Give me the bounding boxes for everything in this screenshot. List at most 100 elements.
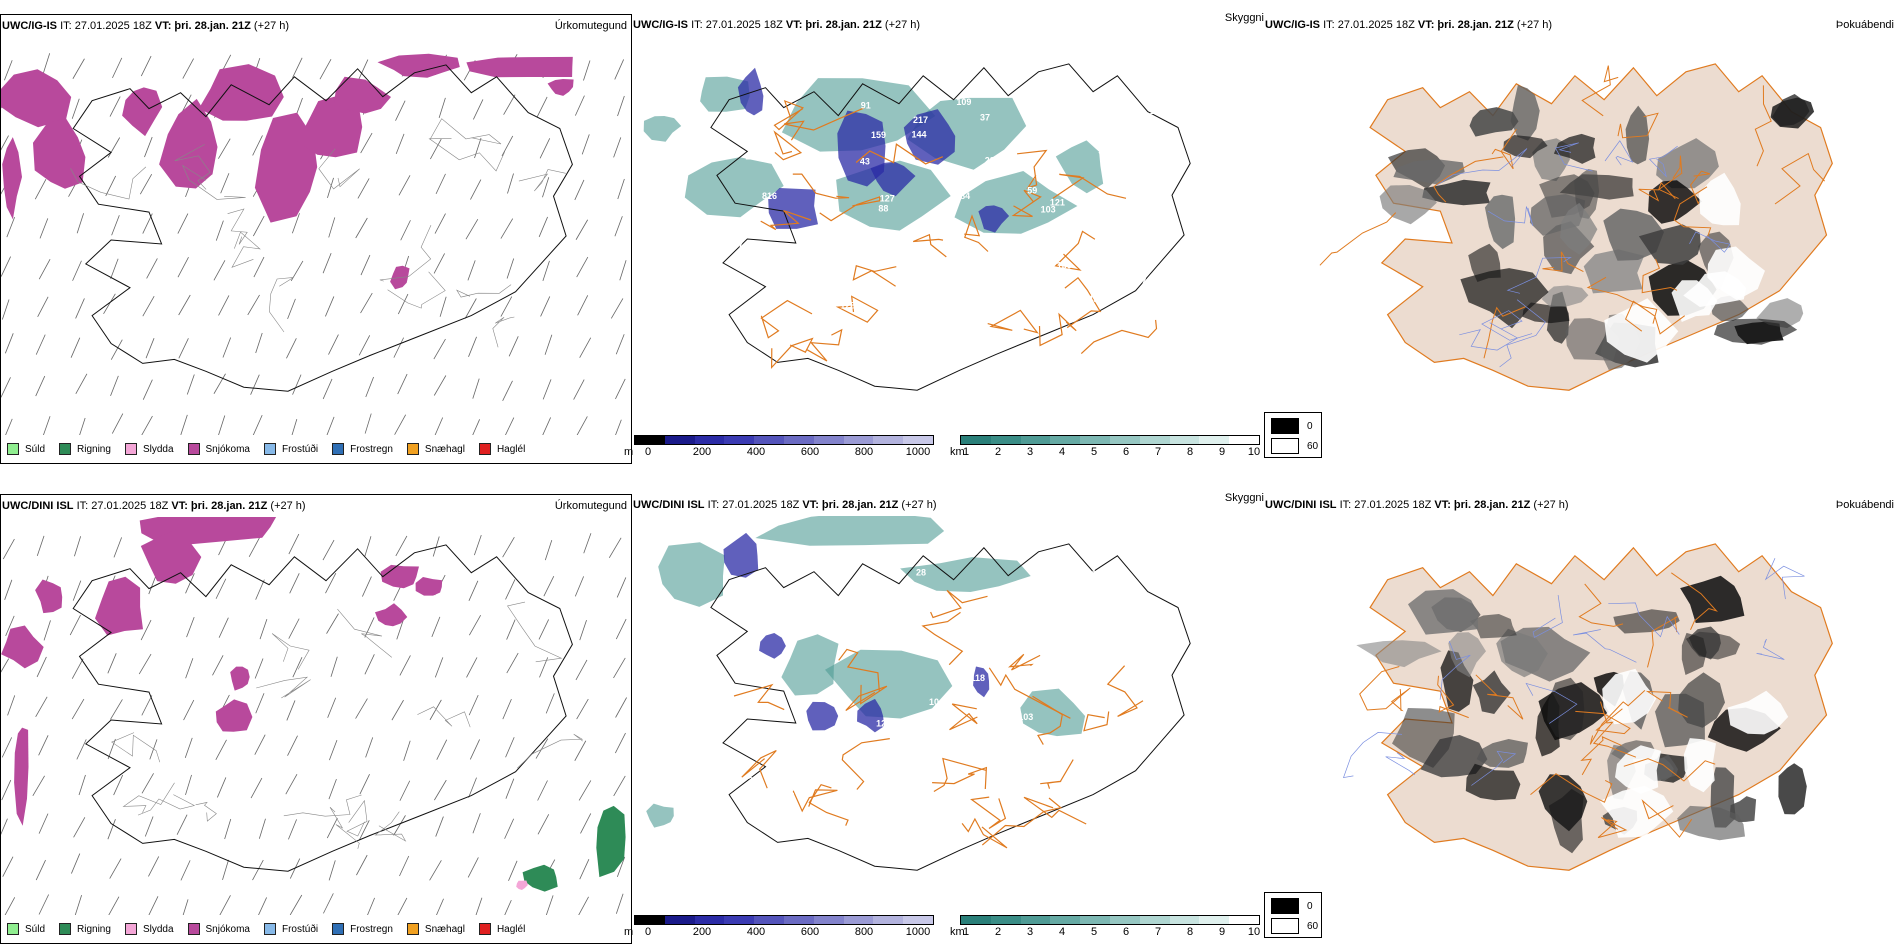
road-line <box>1106 665 1144 717</box>
legend-swatch <box>7 923 19 935</box>
wind-barb <box>438 97 446 118</box>
wind-barb <box>107 137 121 158</box>
wind-barb <box>576 256 589 278</box>
rain-area <box>596 805 626 878</box>
model-name: UWC/IG-IS <box>2 20 57 32</box>
ceiling-value-label: 130 <box>1057 261 1072 271</box>
wind-barb <box>469 614 482 636</box>
colorbar-tick-label: 5 <box>1090 926 1098 938</box>
valid-time-label: VT: <box>785 19 803 31</box>
wind-barb <box>286 338 297 359</box>
snow-area <box>159 98 218 189</box>
ceiling-value-label: 81 <box>936 258 946 268</box>
panel-field-title: Þokuábendi <box>1835 499 1894 511</box>
colorbar-tick-label: 6 <box>1122 926 1130 938</box>
wind-barb <box>434 657 444 678</box>
road-line <box>1756 638 1785 660</box>
road-line <box>1608 602 1680 638</box>
legend-swatch <box>263 443 276 455</box>
colorbar-tick-label: 600 <box>800 446 820 458</box>
fog-index-area <box>1393 159 1465 185</box>
fog-panel-row1: UWC/IG-IS IT: 27.01.2025 18Z VT: þri. 28… <box>1264 14 1900 464</box>
legend-item: Snæhagl <box>406 923 465 935</box>
wind-barb <box>252 135 263 156</box>
colorbar-ticks: 0 200 400 600 800 1000 <box>634 925 934 939</box>
wind-barb <box>615 697 627 718</box>
colorbar-tick-label: 1000 <box>905 926 931 938</box>
legend-label: Súld <box>25 443 46 455</box>
iceland-fog-map <box>1342 543 1833 871</box>
road-line <box>1581 65 1619 117</box>
road-line <box>329 806 360 849</box>
colorbar-tick-label: 4 <box>1058 926 1066 938</box>
wind-barb <box>539 138 551 159</box>
road-line <box>1475 674 1524 720</box>
fog-index-area <box>1440 650 1474 712</box>
wind-barb <box>614 216 623 237</box>
wind-barb <box>110 339 123 360</box>
wind-barb <box>140 55 152 77</box>
snow-area <box>2 137 22 220</box>
wind-barb <box>107 819 116 840</box>
ceiling-value-label: 28 <box>916 568 926 578</box>
wind-barb <box>322 253 332 274</box>
fog-index-area <box>1680 575 1745 623</box>
wind-barb <box>433 375 447 396</box>
init-time: IT: 27.01.2025 18Z <box>60 20 152 32</box>
wind-barb <box>255 579 265 600</box>
fog-index-area <box>1522 302 1570 324</box>
wind-barb <box>148 573 157 595</box>
road-line <box>1554 142 1593 172</box>
road-line <box>1617 112 1659 139</box>
colorbar-tick-label: 8 <box>1186 926 1194 938</box>
wind-barb <box>37 296 49 317</box>
wind-barb <box>35 375 46 397</box>
wind-barb <box>288 533 300 555</box>
clear-area <box>1699 172 1741 226</box>
wind-barb <box>502 380 513 401</box>
snow-area <box>198 64 284 121</box>
wind-barb <box>4 60 13 81</box>
wind-barb <box>431 616 441 638</box>
ceiling-value-label: 42 <box>784 786 794 796</box>
wind-barb <box>505 778 515 799</box>
legend-label: Rigning <box>77 443 111 455</box>
colorbar-step <box>813 916 844 924</box>
wind-barb <box>502 698 512 720</box>
road-line <box>268 277 294 333</box>
ceiling-value-label: 74 <box>1141 277 1151 287</box>
wind-barb <box>2 538 15 560</box>
snow-area <box>35 579 63 614</box>
road-line <box>1481 310 1533 341</box>
colorbar-tick-label: 0 <box>644 446 652 458</box>
fog-legend-row: 0 <box>1271 898 1313 914</box>
wind-barb <box>178 338 189 359</box>
wind-barb <box>575 659 588 681</box>
colorbar-tick-label: 2 <box>994 446 1002 458</box>
colorbar-bar <box>960 915 1260 925</box>
wind-barb <box>583 60 591 81</box>
wind-barb <box>540 296 551 317</box>
wind-barb <box>5 615 15 637</box>
snow-area <box>466 56 573 78</box>
wind-barb <box>466 657 478 678</box>
wind-barb <box>464 298 477 319</box>
wind-barb <box>109 96 121 117</box>
fog-index-area <box>1541 285 1589 307</box>
low-visibility-area <box>900 557 1031 592</box>
ceiling-value-label: 117 <box>1137 672 1152 682</box>
ceiling-value-label: 310 <box>1043 580 1058 590</box>
ceiling-value-label: 43 <box>860 156 870 166</box>
legend-swatch <box>478 923 491 935</box>
legend-item: Súld <box>7 443 45 455</box>
colorbar-step <box>1109 916 1140 924</box>
road-line <box>921 611 964 666</box>
road-line <box>1506 257 1572 294</box>
colorbar-step <box>694 436 725 444</box>
fog-index-area <box>1392 708 1455 768</box>
fog-index-area <box>1470 614 1517 639</box>
wind-barb <box>365 376 374 398</box>
road-line <box>1764 558 1805 600</box>
road-line <box>1542 251 1584 273</box>
colorbar-step <box>783 436 814 444</box>
